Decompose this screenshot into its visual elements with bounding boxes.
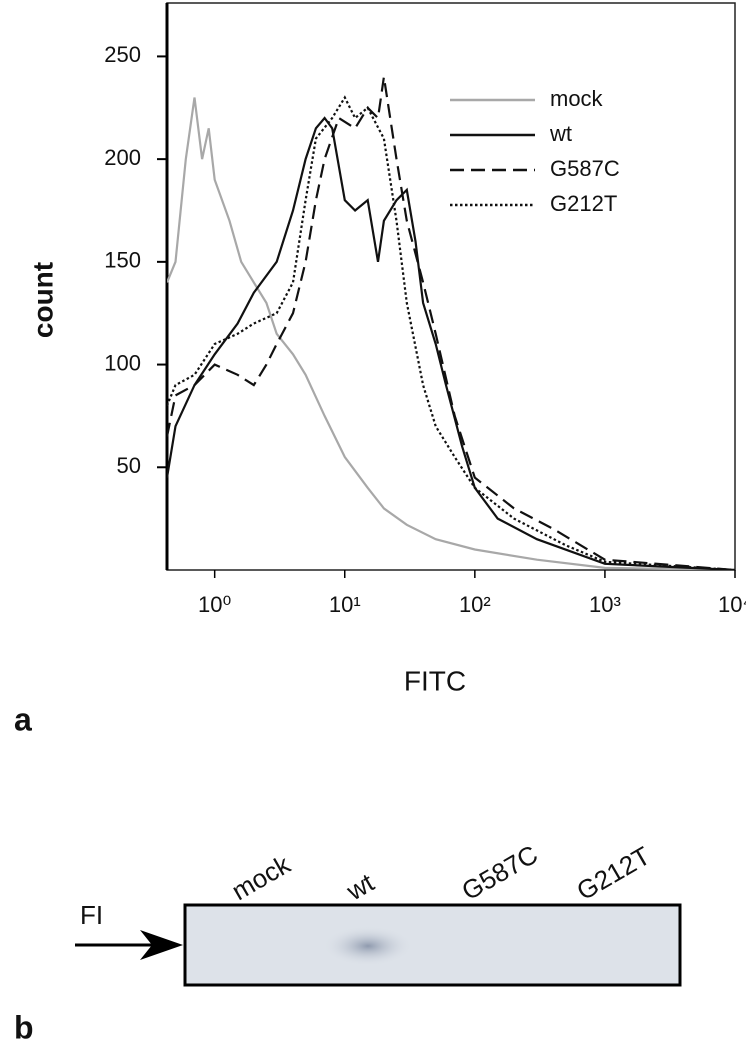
blot-membrane bbox=[183, 903, 682, 987]
plot-area bbox=[167, 76, 735, 570]
lane-label: wt bbox=[341, 867, 380, 907]
y-tick-label: 100 bbox=[104, 350, 141, 375]
x-tick-label: 10⁴ bbox=[718, 592, 746, 617]
x-tick-label: 10¹ bbox=[329, 592, 361, 617]
x-tick-label: 10³ bbox=[589, 592, 621, 617]
series-line bbox=[167, 116, 735, 570]
y-tick-label: 250 bbox=[104, 42, 141, 67]
x-tick-label: 10² bbox=[459, 592, 491, 617]
x-axis-label: FITC bbox=[404, 665, 466, 696]
y-tick-label: 150 bbox=[104, 248, 141, 273]
plot-frame bbox=[166, 2, 736, 571]
y-axis-label: count bbox=[27, 262, 58, 338]
series-line bbox=[167, 97, 735, 570]
legend-label: mock bbox=[550, 86, 604, 111]
panel-label: a bbox=[14, 701, 32, 737]
panel-label: b bbox=[14, 1009, 34, 1045]
legend-label: wt bbox=[549, 121, 572, 146]
lane-label: mock bbox=[226, 849, 296, 907]
legend-label: G212T bbox=[550, 191, 617, 216]
marker-label: FI bbox=[80, 900, 103, 930]
legend-label: G587C bbox=[550, 156, 620, 181]
lane-label: G587C bbox=[456, 839, 542, 906]
series-line bbox=[167, 95, 735, 570]
blot: FI mock wt G587C G212T bbox=[75, 839, 682, 987]
x-tick-label: 10⁰ bbox=[198, 592, 231, 617]
y-tick-label: 50 bbox=[117, 453, 141, 478]
blot-band bbox=[323, 926, 413, 966]
marker-arrowhead bbox=[140, 930, 183, 960]
series-line bbox=[167, 76, 735, 570]
y-tick-label: 200 bbox=[104, 145, 141, 170]
lane-label: G212T bbox=[571, 840, 655, 906]
